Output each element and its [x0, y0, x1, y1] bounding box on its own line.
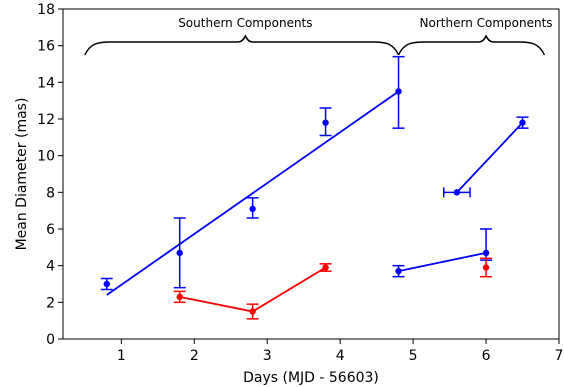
- plot-area: Southern Components Northern Components: [84, 16, 553, 320]
- plot-frame: [62, 8, 560, 340]
- y-tick-label: 0: [46, 332, 55, 348]
- x-tick-label: 1: [117, 348, 126, 364]
- data-point: [453, 189, 461, 196]
- data-point: [249, 308, 256, 315]
- data-point: [103, 280, 110, 288]
- data-point: [395, 267, 402, 275]
- y-tick-label: 14: [37, 75, 55, 91]
- data-point: [482, 249, 490, 257]
- brace-label: Southern Components: [178, 16, 312, 30]
- data-point: [322, 264, 329, 271]
- y-tick-label: 8: [46, 185, 55, 201]
- y-tick-label: 10: [37, 149, 55, 165]
- y-tick-label: 2: [46, 295, 55, 311]
- y-axis-title: Mean Diameter (mas): [14, 98, 30, 251]
- data-point: [519, 119, 526, 126]
- data-point: [482, 264, 490, 271]
- y-tick-label: 4: [46, 259, 55, 275]
- fit-line: [456, 122, 524, 193]
- brace-annotation: [84, 34, 400, 56]
- brace-label: Northern Components: [420, 16, 553, 30]
- data-point: [322, 119, 329, 126]
- y-tick-label: 12: [37, 112, 55, 128]
- brace-annotation: [397, 34, 546, 56]
- data-point: [176, 249, 183, 257]
- x-axis: 1 2 3 4 5 6 7: [117, 339, 564, 364]
- fit-line: [398, 251, 487, 273]
- data-point: [176, 293, 183, 301]
- y-axis: 0 2 4 6 8 10 12 14 16 18: [37, 2, 63, 348]
- data-point: [395, 88, 402, 95]
- y-tick-label: 18: [37, 2, 55, 18]
- x-tick-label: 3: [263, 348, 272, 364]
- data-point: [249, 205, 256, 213]
- x-tick-label: 7: [555, 348, 564, 364]
- y-tick-label: 6: [46, 222, 55, 238]
- x-tick-label: 2: [190, 348, 199, 364]
- fit-line: [106, 90, 400, 296]
- y-tick-label: 16: [37, 39, 55, 55]
- x-tick-label: 6: [482, 348, 491, 364]
- x-tick-label: 4: [336, 348, 345, 364]
- x-axis-title: Days (MJD - 56603): [243, 370, 379, 386]
- x-tick-label: 5: [409, 348, 418, 364]
